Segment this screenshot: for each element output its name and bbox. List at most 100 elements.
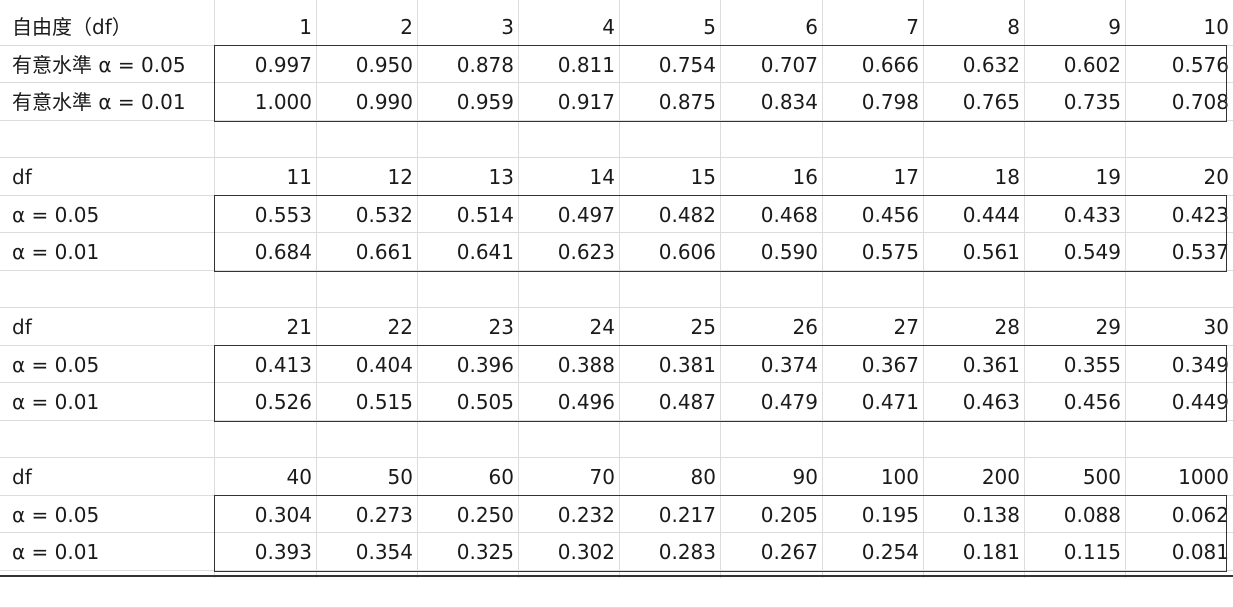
alpha-005-value-cell[interactable]: 0.232 <box>557 502 615 527</box>
df-header-label[interactable]: df <box>12 165 32 189</box>
alpha-005-value-cell[interactable]: 0.273 <box>355 502 413 527</box>
alpha-005-value-cell[interactable]: 0.217 <box>658 502 716 527</box>
alpha-001-value-cell[interactable]: 0.798 <box>861 90 919 114</box>
alpha-005-value-cell[interactable]: 0.632 <box>962 52 1020 77</box>
alpha-001-value-cell[interactable]: 0.575 <box>861 240 919 264</box>
df-header-label[interactable]: 自由度（df） <box>12 15 132 39</box>
alpha-005-value-cell[interactable]: 0.666 <box>861 52 919 77</box>
alpha-005-value-cell[interactable]: 0.707 <box>760 52 818 77</box>
alpha-001-value-cell[interactable]: 0.549 <box>1063 240 1121 264</box>
df-value-cell[interactable]: 8 <box>1007 15 1020 39</box>
alpha-001-value-cell[interactable]: 0.496 <box>557 390 615 414</box>
alpha-001-value-cell[interactable]: 0.959 <box>456 90 514 114</box>
alpha-005-label[interactable]: 有意水準 α = 0.05 <box>12 52 186 77</box>
alpha-001-value-cell[interactable]: 0.487 <box>658 390 716 414</box>
alpha-001-value-cell[interactable]: 0.590 <box>760 240 818 264</box>
df-value-cell[interactable]: 13 <box>488 165 514 189</box>
alpha-005-label[interactable]: α = 0.05 <box>12 202 100 227</box>
alpha-001-label[interactable]: α = 0.01 <box>12 390 100 414</box>
alpha-001-value-cell[interactable]: 1.000 <box>254 90 312 114</box>
df-value-cell[interactable]: 2 <box>400 15 413 39</box>
df-value-cell[interactable]: 3 <box>501 15 514 39</box>
alpha-005-value-cell[interactable]: 0.388 <box>557 352 615 377</box>
alpha-005-value-cell[interactable]: 0.381 <box>658 352 716 377</box>
alpha-005-label[interactable]: α = 0.05 <box>12 352 100 377</box>
alpha-001-value-cell[interactable]: 0.081 <box>1171 540 1229 564</box>
alpha-005-value-cell[interactable]: 0.413 <box>254 352 312 377</box>
alpha-001-value-cell[interactable]: 0.708 <box>1171 90 1229 114</box>
alpha-001-label[interactable]: α = 0.01 <box>12 240 100 264</box>
alpha-005-value-cell[interactable]: 0.250 <box>456 502 514 527</box>
df-value-cell[interactable]: 6 <box>805 15 818 39</box>
alpha-001-value-cell[interactable]: 0.765 <box>962 90 1020 114</box>
alpha-001-label[interactable]: 有意水準 α = 0.01 <box>12 90 186 114</box>
df-value-cell[interactable]: 50 <box>387 465 413 489</box>
alpha-005-value-cell[interactable]: 0.754 <box>658 52 716 77</box>
df-value-cell[interactable]: 60 <box>488 465 514 489</box>
alpha-001-value-cell[interactable]: 0.456 <box>1063 390 1121 414</box>
alpha-005-value-cell[interactable]: 0.062 <box>1171 502 1229 527</box>
alpha-001-value-cell[interactable]: 0.661 <box>355 240 413 264</box>
alpha-005-value-cell[interactable]: 0.423 <box>1171 202 1229 227</box>
df-value-cell[interactable]: 19 <box>1095 165 1121 189</box>
df-value-cell[interactable]: 500 <box>1082 465 1121 489</box>
alpha-001-value-cell[interactable]: 0.181 <box>962 540 1020 564</box>
alpha-001-value-cell[interactable]: 0.834 <box>760 90 818 114</box>
df-value-cell[interactable]: 10 <box>1203 15 1229 39</box>
alpha-001-value-cell[interactable]: 0.917 <box>557 90 615 114</box>
alpha-005-value-cell[interactable]: 0.349 <box>1171 352 1229 377</box>
alpha-005-value-cell[interactable]: 0.304 <box>254 502 312 527</box>
alpha-005-value-cell[interactable]: 0.396 <box>456 352 514 377</box>
df-value-cell[interactable]: 30 <box>1203 315 1229 339</box>
df-value-cell[interactable]: 7 <box>906 15 919 39</box>
alpha-005-value-cell[interactable]: 0.367 <box>861 352 919 377</box>
alpha-005-value-cell[interactable]: 0.088 <box>1063 502 1121 527</box>
alpha-005-value-cell[interactable]: 0.997 <box>254 52 312 77</box>
df-value-cell[interactable]: 28 <box>994 315 1020 339</box>
alpha-005-value-cell[interactable]: 0.205 <box>760 502 818 527</box>
df-value-cell[interactable]: 11 <box>286 165 312 189</box>
df-value-cell[interactable]: 27 <box>893 315 919 339</box>
df-value-cell[interactable]: 22 <box>387 315 413 339</box>
df-value-cell[interactable]: 70 <box>589 465 615 489</box>
alpha-001-value-cell[interactable]: 0.623 <box>557 240 615 264</box>
alpha-001-value-cell[interactable]: 0.449 <box>1171 390 1229 414</box>
df-value-cell[interactable]: 24 <box>589 315 615 339</box>
alpha-001-value-cell[interactable]: 0.115 <box>1063 540 1121 564</box>
df-value-cell[interactable]: 40 <box>286 465 312 489</box>
df-value-cell[interactable]: 12 <box>387 165 413 189</box>
alpha-005-value-cell[interactable]: 0.497 <box>557 202 615 227</box>
alpha-005-value-cell[interactable]: 0.355 <box>1063 352 1121 377</box>
alpha-005-value-cell[interactable]: 0.468 <box>760 202 818 227</box>
alpha-001-value-cell[interactable]: 0.561 <box>962 240 1020 264</box>
alpha-001-value-cell[interactable]: 0.471 <box>861 390 919 414</box>
alpha-001-value-cell[interactable]: 0.537 <box>1171 240 1229 264</box>
df-value-cell[interactable]: 15 <box>690 165 716 189</box>
alpha-005-value-cell[interactable]: 0.553 <box>254 202 312 227</box>
alpha-005-value-cell[interactable]: 0.138 <box>962 502 1020 527</box>
df-header-label[interactable]: df <box>12 315 32 339</box>
alpha-001-value-cell[interactable]: 0.606 <box>658 240 716 264</box>
alpha-001-value-cell[interactable]: 0.325 <box>456 540 514 564</box>
alpha-001-value-cell[interactable]: 0.283 <box>658 540 716 564</box>
alpha-005-value-cell[interactable]: 0.482 <box>658 202 716 227</box>
alpha-001-value-cell[interactable]: 0.302 <box>557 540 615 564</box>
df-value-cell[interactable]: 80 <box>690 465 716 489</box>
alpha-001-value-cell[interactable]: 0.479 <box>760 390 818 414</box>
alpha-001-value-cell[interactable]: 0.393 <box>254 540 312 564</box>
alpha-005-value-cell[interactable]: 0.374 <box>760 352 818 377</box>
df-value-cell[interactable]: 23 <box>488 315 514 339</box>
df-value-cell[interactable]: 20 <box>1203 165 1229 189</box>
alpha-001-value-cell[interactable]: 0.505 <box>456 390 514 414</box>
alpha-001-value-cell[interactable]: 0.463 <box>962 390 1020 414</box>
alpha-001-value-cell[interactable]: 0.515 <box>355 390 413 414</box>
df-value-cell[interactable]: 17 <box>893 165 919 189</box>
df-value-cell[interactable]: 18 <box>994 165 1020 189</box>
alpha-001-value-cell[interactable]: 0.526 <box>254 390 312 414</box>
df-value-cell[interactable]: 14 <box>589 165 615 189</box>
alpha-005-value-cell[interactable]: 0.950 <box>355 52 413 77</box>
df-value-cell[interactable]: 25 <box>690 315 716 339</box>
df-value-cell[interactable]: 21 <box>286 315 312 339</box>
alpha-005-label[interactable]: α = 0.05 <box>12 502 100 527</box>
alpha-005-value-cell[interactable]: 0.878 <box>456 52 514 77</box>
